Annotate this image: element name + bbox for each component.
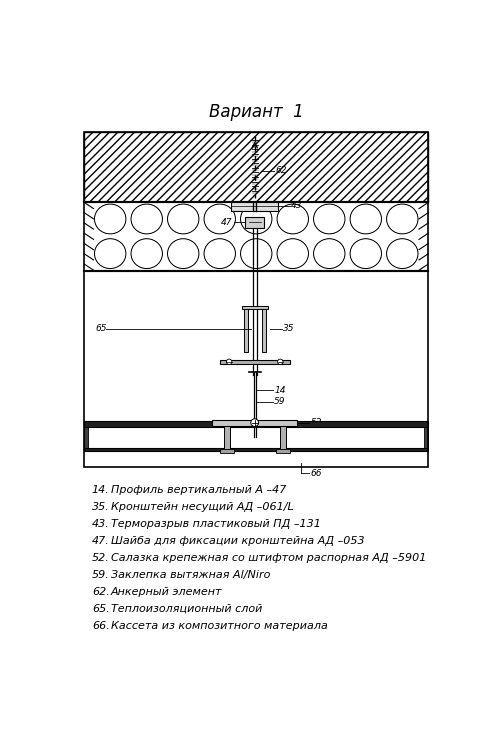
Circle shape xyxy=(226,359,232,364)
Bar xyxy=(85,202,427,270)
Bar xyxy=(246,217,264,228)
Text: 35: 35 xyxy=(284,324,295,333)
Text: 65: 65 xyxy=(96,324,108,333)
Ellipse shape xyxy=(240,238,272,268)
Text: 43.: 43. xyxy=(92,519,110,530)
Ellipse shape xyxy=(168,204,199,234)
Bar xyxy=(212,419,298,426)
Text: 14.: 14. xyxy=(92,485,110,496)
Ellipse shape xyxy=(94,204,126,234)
Bar xyxy=(220,359,290,364)
Text: Профиль вертикальный А –47: Профиль вертикальный А –47 xyxy=(110,485,286,496)
Text: 47: 47 xyxy=(220,218,232,227)
Ellipse shape xyxy=(131,238,162,268)
Bar xyxy=(84,448,428,452)
Bar xyxy=(84,132,428,467)
Text: 62: 62 xyxy=(276,166,287,176)
Ellipse shape xyxy=(168,238,199,268)
Text: Анкерный элемент: Анкерный элемент xyxy=(110,587,222,597)
Ellipse shape xyxy=(314,204,345,234)
Bar xyxy=(84,421,428,428)
Text: Кассета из композитного материала: Кассета из композитного материала xyxy=(110,621,328,631)
Text: Кронштейн несущий АД –061/L: Кронштейн несущий АД –061/L xyxy=(110,503,294,512)
Bar xyxy=(424,424,428,451)
Ellipse shape xyxy=(240,204,272,234)
Text: Терморазрыв пластиковый ПД –131: Терморазрыв пластиковый ПД –131 xyxy=(110,519,320,530)
Bar xyxy=(224,426,230,448)
Ellipse shape xyxy=(277,204,308,234)
Text: Теплоизоляционный слой: Теплоизоляционный слой xyxy=(110,604,262,614)
Bar xyxy=(84,424,88,451)
Ellipse shape xyxy=(386,204,418,234)
Bar xyxy=(232,202,278,211)
Circle shape xyxy=(278,359,283,364)
Text: 66.: 66. xyxy=(92,621,110,631)
Ellipse shape xyxy=(204,204,236,234)
Circle shape xyxy=(251,419,258,427)
Text: 59.: 59. xyxy=(92,570,110,580)
Text: Шайба для фиксации кронштейна АД –053: Шайба для фиксации кронштейна АД –053 xyxy=(110,536,364,546)
Text: Салазка крепежная со штифтом распорная АД –5901: Салазка крепежная со штифтом распорная А… xyxy=(110,554,426,563)
Text: Заклепка вытяжная Al/Niro: Заклепка вытяжная Al/Niro xyxy=(110,570,270,580)
Text: 47.: 47. xyxy=(92,536,110,546)
Bar xyxy=(276,448,289,453)
Bar xyxy=(242,305,268,310)
Text: 65.: 65. xyxy=(92,604,110,614)
Text: 62.: 62. xyxy=(92,587,110,597)
Bar xyxy=(262,305,266,352)
Text: 35.: 35. xyxy=(92,503,110,512)
Text: 43: 43 xyxy=(291,201,302,210)
Ellipse shape xyxy=(94,238,126,268)
Text: 14: 14 xyxy=(274,386,285,394)
Ellipse shape xyxy=(204,238,236,268)
Ellipse shape xyxy=(350,204,382,234)
Bar xyxy=(244,305,248,352)
Ellipse shape xyxy=(131,204,162,234)
Text: Вариант  1: Вариант 1 xyxy=(209,103,304,121)
Ellipse shape xyxy=(386,238,418,268)
Text: 66: 66 xyxy=(310,469,322,478)
Text: 52.: 52. xyxy=(92,554,110,563)
Ellipse shape xyxy=(350,238,382,268)
Ellipse shape xyxy=(277,238,308,268)
Text: 52: 52 xyxy=(310,419,322,428)
Ellipse shape xyxy=(314,238,345,268)
Bar xyxy=(220,448,234,453)
Text: 59: 59 xyxy=(274,398,285,406)
Bar xyxy=(280,426,285,448)
Bar xyxy=(84,132,428,202)
